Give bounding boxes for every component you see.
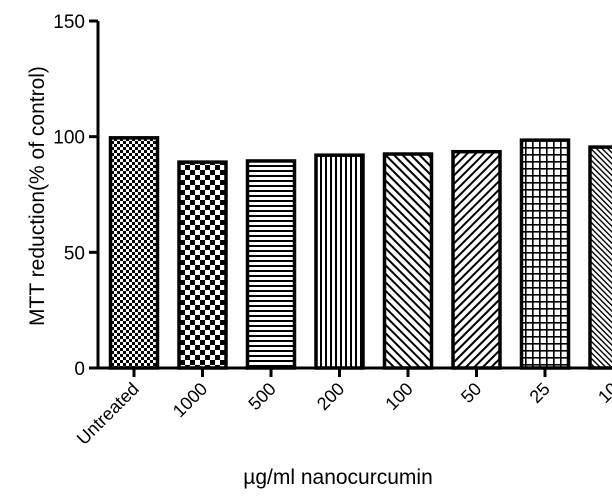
- y-axis-title: MTT reduction(% of control): [26, 66, 49, 326]
- x-tick-label: 100: [381, 379, 416, 414]
- x-tick-label: 50: [457, 379, 485, 407]
- x-tick-label: 10: [594, 379, 612, 407]
- x-tick-label: 200: [313, 379, 348, 414]
- bar-10: [588, 145, 612, 370]
- x-tick-label: 25: [526, 379, 554, 407]
- y-tick-label: 50: [64, 243, 85, 264]
- bar-1000: [177, 160, 228, 370]
- y-axis: 0 50 100 150: [53, 12, 100, 380]
- bars-group: [108, 136, 612, 370]
- bar-500: [245, 159, 297, 370]
- x-tick-label: 1000: [169, 379, 211, 421]
- bar-25: [519, 138, 571, 370]
- bar-50: [451, 149, 502, 370]
- x-tick-label: 500: [244, 379, 279, 414]
- x-tick-label: Untreated: [73, 379, 143, 449]
- bar-200: [314, 153, 365, 370]
- bar-100: [382, 152, 434, 370]
- y-tick-label: 100: [53, 128, 85, 149]
- y-tick-label: 0: [74, 359, 85, 380]
- y-tick-label: 150: [53, 12, 85, 33]
- bar-untreated: [108, 136, 160, 370]
- x-axis: Untreated 1000 500 200 100 50 25 10: [73, 366, 612, 449]
- x-axis-title: µg/ml nanocurcumin: [243, 466, 433, 489]
